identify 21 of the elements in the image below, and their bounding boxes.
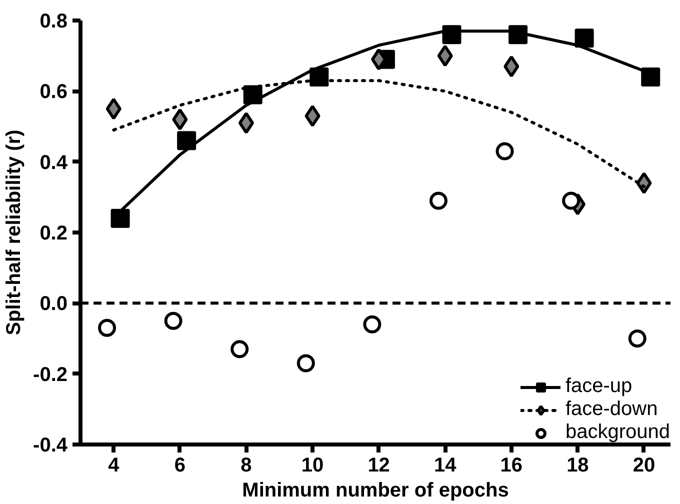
x-tick-label: 12 (368, 454, 390, 476)
x-tick-label: 14 (434, 454, 458, 476)
legend-label: face-up (565, 375, 632, 398)
x-tick-label: 6 (174, 454, 186, 476)
x-axis-title: Minimum number of epochs (242, 480, 509, 502)
x-tick-label: 4 (108, 454, 120, 476)
x-tick-label: 16 (500, 454, 523, 476)
y-tick-label: -0.2 (33, 364, 68, 386)
x-tick-label: 20 (632, 454, 656, 476)
y-tick-label: -0.4 (33, 434, 68, 456)
y-tick-label: 0.4 (40, 152, 68, 174)
y-axis-title: Split-half reliability (r) (3, 130, 26, 336)
x-tick-label: 8 (240, 454, 252, 476)
y-tick-label: 0.8 (40, 10, 68, 32)
y-tick-label: 0.6 (40, 81, 68, 104)
legend-label: background (565, 421, 670, 444)
x-tick-label: 10 (301, 454, 324, 476)
y-tick-label: 0.2 (40, 222, 68, 244)
x-tick-label: 18 (566, 454, 589, 476)
y-tick-label: 0.0 (40, 293, 68, 316)
legend-label: face-down (565, 398, 658, 421)
